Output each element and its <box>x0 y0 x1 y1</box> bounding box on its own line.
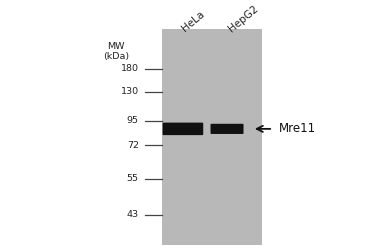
Text: 55: 55 <box>127 174 139 183</box>
Text: 180: 180 <box>121 64 139 73</box>
Bar <box>162 29 261 245</box>
Text: 43: 43 <box>127 210 139 219</box>
FancyBboxPatch shape <box>162 122 203 135</box>
Text: 95: 95 <box>127 116 139 125</box>
Text: 130: 130 <box>121 87 139 96</box>
FancyBboxPatch shape <box>211 124 244 134</box>
Text: Mre11: Mre11 <box>279 122 316 135</box>
Text: 72: 72 <box>127 140 139 149</box>
Text: MW
(kDa): MW (kDa) <box>103 42 129 62</box>
Text: HepG2: HepG2 <box>226 4 260 34</box>
Text: HeLa: HeLa <box>180 10 207 34</box>
